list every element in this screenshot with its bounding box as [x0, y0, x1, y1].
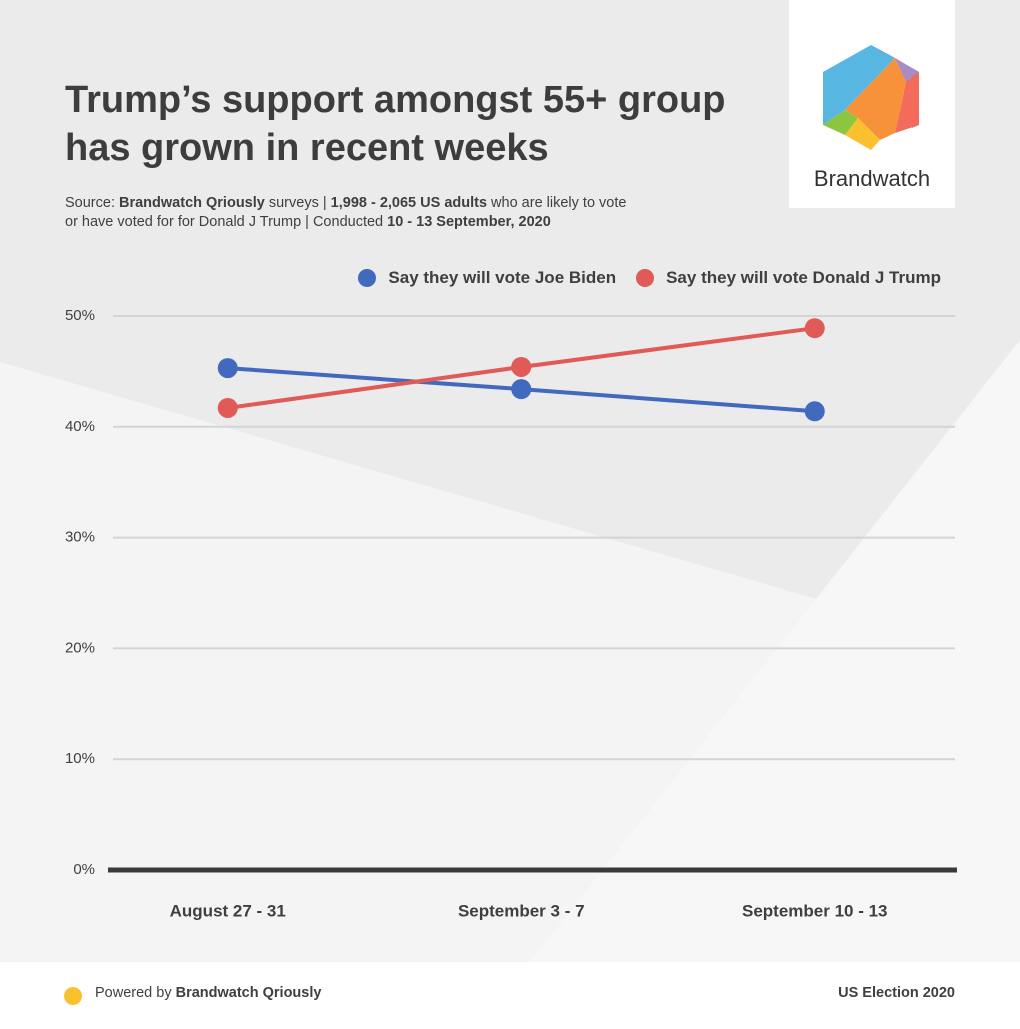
- y-tick-label: 10%: [65, 750, 95, 767]
- footer-right: US Election 2020: [838, 985, 955, 1001]
- y-tick-label: 40%: [65, 418, 95, 435]
- data-point: [804, 318, 825, 339]
- data-point: [217, 358, 238, 379]
- footer-text: Powered by: [95, 985, 176, 1001]
- subtitle-text: Source:: [65, 195, 119, 211]
- data-point: [511, 379, 532, 400]
- y-tick-label: 30%: [65, 529, 95, 546]
- x-tick-label: September 10 - 13: [742, 901, 888, 920]
- footer-band: [0, 962, 1020, 1029]
- footer-left: Powered by Brandwatch Qriously: [95, 985, 321, 1001]
- subtitle-line: or have voted for for Donald J Trump | C…: [65, 213, 626, 232]
- subtitle-line: Source: Brandwatch Qriously surveys | 1,…: [65, 194, 626, 213]
- data-point: [511, 356, 532, 377]
- legend-item: Say they will vote Joe Biden: [358, 268, 616, 288]
- footer-text: Brandwatch Qriously: [175, 985, 322, 1001]
- footer-dot: [64, 987, 82, 1005]
- x-tick-label: August 27 - 31: [170, 901, 286, 920]
- legend-swatch: [636, 269, 655, 287]
- y-tick-label: 50%: [65, 307, 95, 324]
- legend: Say they will vote Joe Biden Say they wil…: [358, 268, 941, 288]
- logo-icon: [823, 45, 919, 150]
- subtitle-text: who are likely to vote: [487, 195, 627, 211]
- subtitle: Source: Brandwatch Qriously surveys | 1,…: [65, 194, 626, 232]
- y-tick-label: 20%: [65, 639, 95, 656]
- y-tick-label: 0%: [73, 861, 95, 878]
- subtitle-text: 10 - 13 September, 2020: [387, 214, 551, 230]
- legend-item: Say they will vote Donald J Trump: [636, 268, 941, 288]
- subtitle-text: or have voted for for Donald J Trump | C…: [65, 214, 388, 230]
- subtitle-text: surveys |: [264, 195, 331, 211]
- data-point: [804, 401, 825, 422]
- legend-label: Say they will vote Joe Biden: [388, 268, 617, 287]
- data-point: [217, 397, 238, 418]
- subtitle-text: Brandwatch Qriously: [119, 195, 265, 211]
- background-shape: [530, 340, 1020, 962]
- subtitle-text: 1,998 - 2,065 US adults: [330, 195, 488, 211]
- legend-label: Say they will vote Donald J Trump: [666, 268, 941, 287]
- legend-swatch: [358, 269, 377, 287]
- logo-text: Brandwatch: [813, 166, 931, 191]
- chart-title: Trump’s support amongst 55+ group has gr…: [65, 79, 726, 169]
- x-tick-label: September 3 - 7: [458, 901, 585, 920]
